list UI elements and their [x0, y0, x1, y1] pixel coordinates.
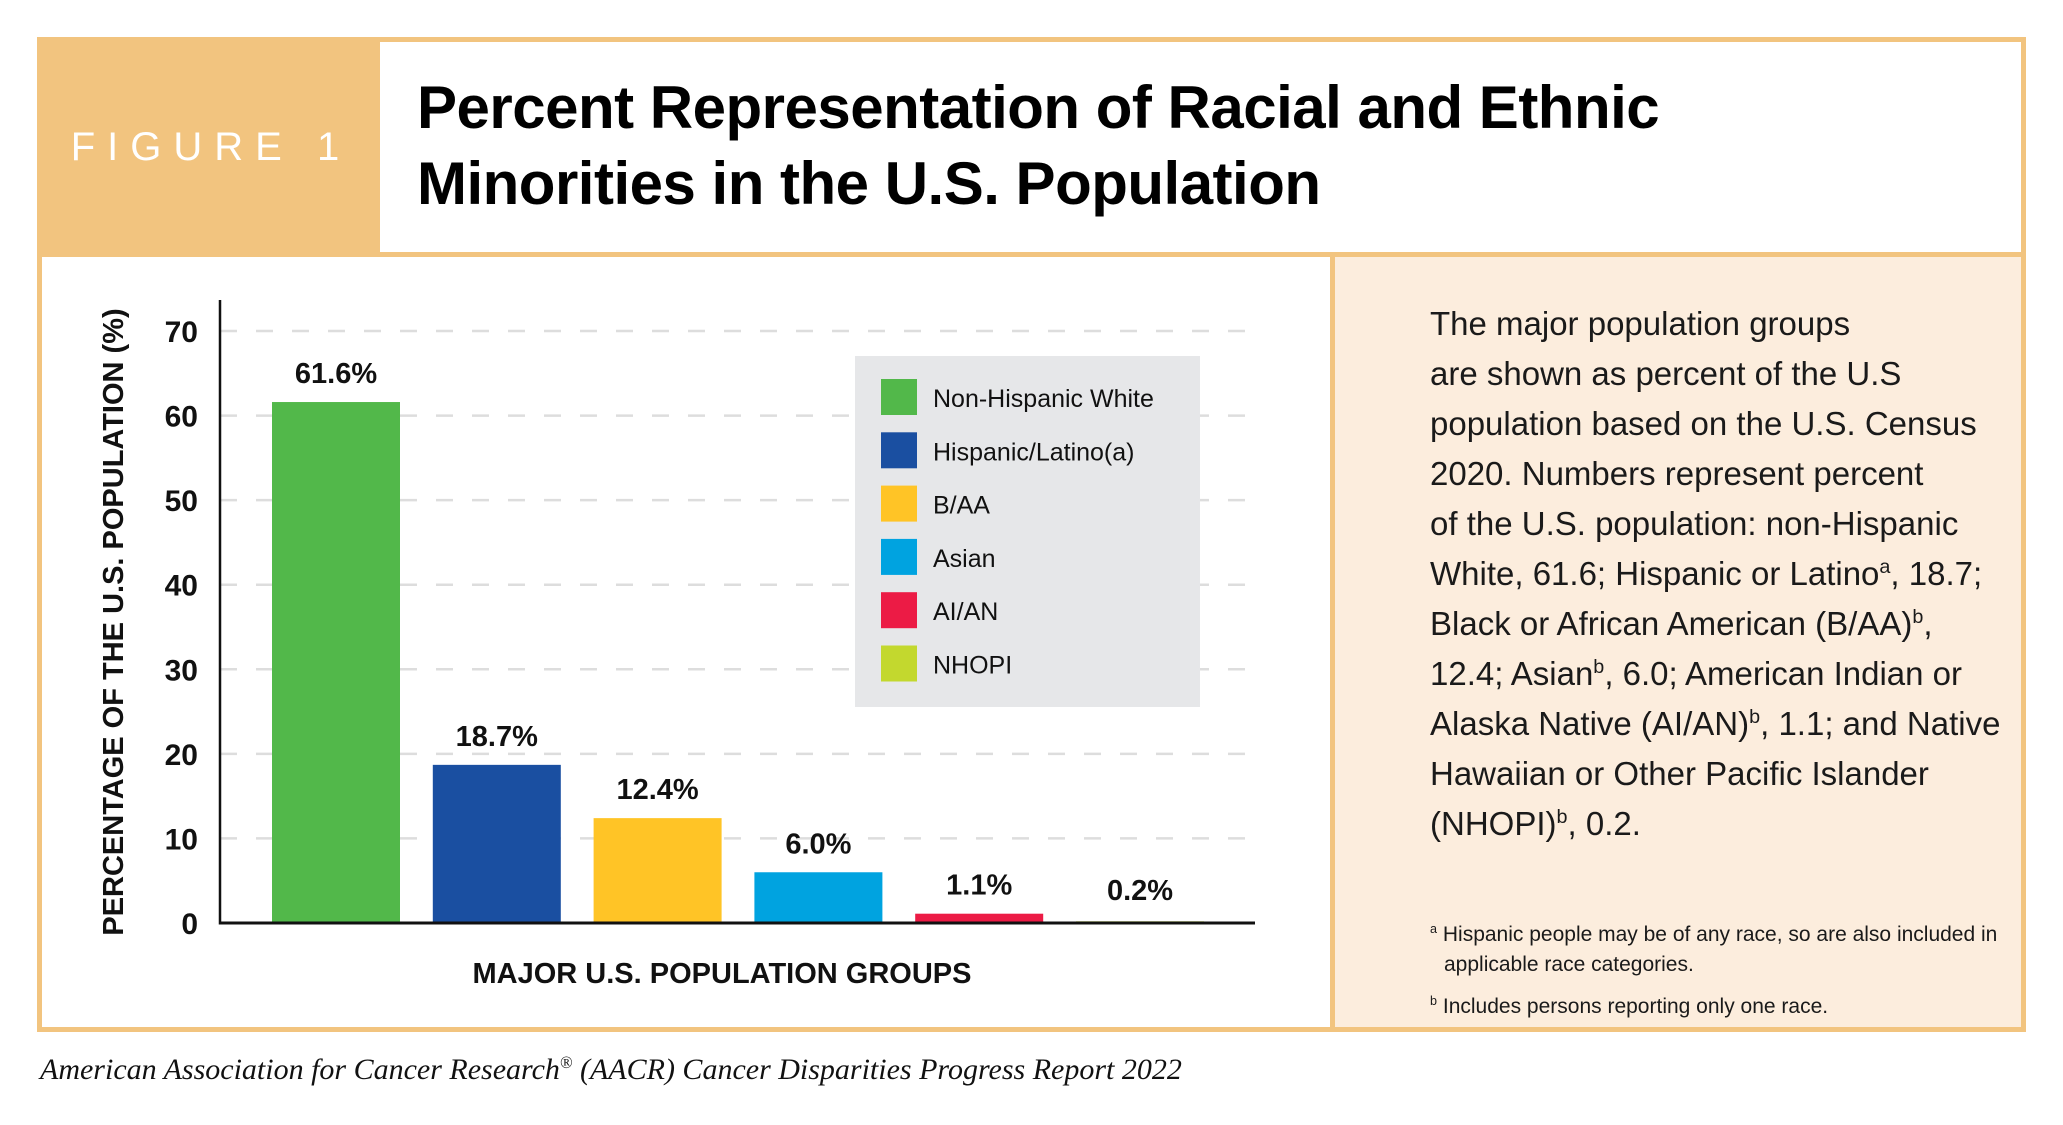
y-tick-label: 30: [165, 654, 198, 687]
footnote-text: Includes persons reporting only one race…: [1442, 995, 1829, 1018]
legend-swatch: [881, 592, 917, 629]
panel-divider: [1330, 257, 1335, 1027]
caption-text-rest: (AACR) Cancer Disparities Progress Repor…: [572, 1053, 1182, 1086]
description-panel: The major population groups are shown as…: [1335, 257, 2021, 1027]
desc-line: 2020. Numbers represent percent: [1430, 455, 1924, 492]
caption-text: American Association for Cancer Research: [40, 1053, 560, 1086]
footnote-ref: b: [1556, 806, 1568, 828]
bar-value-label: 0.2%: [1107, 875, 1173, 907]
legend-label: Hispanic/Latino(a): [933, 438, 1135, 466]
bar: [593, 818, 722, 923]
legend-swatch: [881, 485, 917, 522]
bar: [272, 402, 400, 923]
desc-line: Black or African American (B/AA): [1430, 605, 1913, 642]
y-tick-label: 60: [165, 401, 198, 434]
footnote-mark: b: [1430, 994, 1438, 1008]
desc-line: ,: [1923, 605, 1933, 642]
footnote-a: a Hispanic people may be of any race, so…: [1430, 920, 2063, 980]
figure-frame: FIGURE 1 Percent Representation of Racia…: [37, 37, 2026, 1032]
registered-mark: ®: [559, 1053, 573, 1072]
header-divider: [42, 252, 2021, 257]
legend-label: Asian: [933, 545, 996, 573]
chart-panel: 61.6% 18.7% 12.4% 6.0% 1.1% 0.2% Non-Hispanic…: [42, 257, 1330, 1027]
legend: Non-Hispanic White Hispanic/Latino(a) B/AA…: [855, 356, 1200, 707]
legend-label: AI/AN: [933, 598, 998, 626]
desc-line: The major population groups: [1430, 305, 1851, 342]
title-line-1: Percent Representation of Racial and Eth…: [417, 74, 1660, 141]
bar-value-label: 12.4%: [616, 774, 698, 806]
title-line-2: Minorities in the U.S. Population: [417, 150, 1321, 217]
figure-label: FIGURE 1: [70, 124, 352, 169]
bar-chart: 61.6% 18.7% 12.4% 6.0% 1.1% 0.2% Non-Hispanic…: [98, 300, 1255, 990]
title-box: Percent Representation of Racial and Eth…: [380, 42, 2021, 252]
desc-line: population based on the U.S. Census: [1430, 405, 1977, 442]
desc-line: (NHOPI): [1430, 805, 1557, 842]
desc-line: 12.4; Asian: [1430, 655, 1594, 692]
desc-line: , 1.1; and Native: [1760, 705, 2001, 742]
bar: [432, 764, 561, 923]
figure-title: Percent Representation of Racial and Eth…: [417, 70, 1660, 222]
legend-swatch: [881, 379, 917, 415]
footnote-ref: a: [1879, 556, 1891, 578]
gridlines: [220, 329, 1255, 840]
y-tick-label: 40: [165, 570, 198, 603]
desc-line: Alaska Native (AI/AN): [1430, 705, 1750, 742]
y-tick-label: 20: [165, 739, 198, 772]
figure-label-box: FIGURE 1: [42, 42, 380, 252]
footnote-ref: b: [1912, 606, 1924, 628]
footnote-ref: b: [1593, 656, 1605, 678]
legend-swatch: [881, 538, 917, 575]
legend-label: B/AA: [933, 492, 990, 520]
desc-line: , 6.0; American Indian or: [1604, 655, 1963, 692]
legend-swatch: [881, 432, 917, 469]
y-tick-label: 50: [165, 485, 198, 518]
y-tick-label: 70: [165, 316, 198, 349]
desc-line: Hawaiian or Other Pacific Islander: [1430, 755, 1929, 792]
footnote-ref: b: [1749, 706, 1761, 728]
bar-value-label: 61.6%: [295, 358, 377, 390]
y-tick-label: 0: [181, 908, 198, 941]
desc-line: , 0.2.: [1567, 805, 1641, 842]
legend-label: NHOPI: [933, 652, 1012, 680]
footnote-mark: a: [1430, 922, 1438, 936]
source-caption: American Association for Cancer Research…: [40, 1053, 1182, 1087]
bar-value-label: 1.1%: [946, 870, 1012, 902]
desc-line: of the U.S. population: non-Hispanic: [1430, 505, 1959, 542]
footnote-text: Hispanic people may be of any race, so a…: [1442, 923, 1998, 976]
bar-value-label: 18.7%: [456, 721, 538, 753]
desc-line: , 18.7;: [1890, 555, 1983, 592]
bar: [754, 872, 883, 923]
y-axis-title: PERCENTAGE OF THE U.S. POPULATION (%): [98, 308, 130, 935]
footnote-b: b Includes persons reporting only one ra…: [1430, 992, 2050, 1022]
desc-line: White, 61.6; Hispanic or Latino: [1430, 555, 1880, 592]
bars: 61.6% 18.7% 12.4% 6.0% 1.1% 0.2%: [272, 358, 1204, 924]
y-tick-label: 10: [165, 823, 198, 856]
desc-line: are shown as percent of the U.S: [1430, 355, 1902, 392]
description-text: The major population groups are shown as…: [1430, 299, 2040, 849]
legend-label: Non-Hispanic White: [933, 385, 1154, 413]
bar: [915, 913, 1044, 923]
x-axis-title: MAJOR U.S. POPULATION GROUPS: [473, 958, 972, 990]
axes: 0 10 20 30 40 50 60 70: [165, 300, 1255, 941]
bar-value-label: 6.0%: [785, 828, 851, 860]
legend-swatch: [881, 645, 917, 682]
